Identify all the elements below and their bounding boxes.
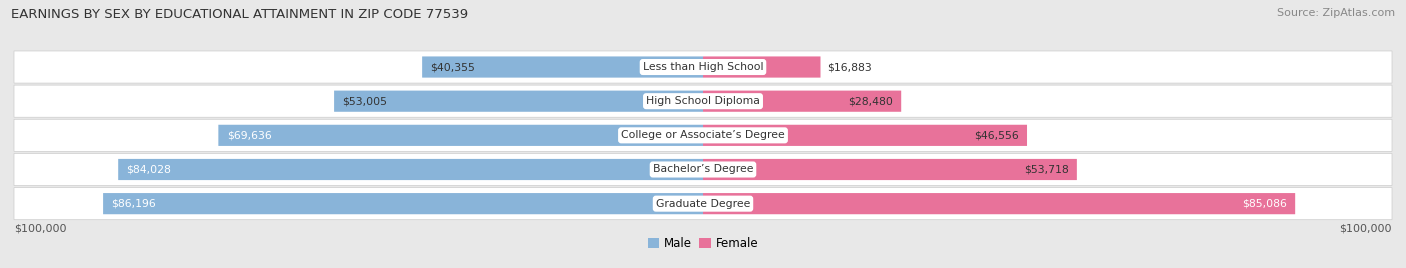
Text: Less than High School: Less than High School bbox=[643, 62, 763, 72]
FancyBboxPatch shape bbox=[422, 57, 703, 78]
FancyBboxPatch shape bbox=[218, 125, 703, 146]
FancyBboxPatch shape bbox=[14, 154, 1392, 185]
FancyBboxPatch shape bbox=[703, 91, 901, 112]
FancyBboxPatch shape bbox=[14, 188, 1392, 220]
Text: $100,000: $100,000 bbox=[14, 223, 66, 233]
Text: $86,196: $86,196 bbox=[111, 199, 156, 209]
Text: $53,005: $53,005 bbox=[343, 96, 388, 106]
FancyBboxPatch shape bbox=[335, 91, 703, 112]
Text: Source: ZipAtlas.com: Source: ZipAtlas.com bbox=[1277, 8, 1395, 18]
Legend: Male, Female: Male, Female bbox=[643, 232, 763, 255]
FancyBboxPatch shape bbox=[118, 159, 703, 180]
Text: Graduate Degree: Graduate Degree bbox=[655, 199, 751, 209]
Text: $85,086: $85,086 bbox=[1241, 199, 1286, 209]
FancyBboxPatch shape bbox=[703, 57, 821, 78]
FancyBboxPatch shape bbox=[14, 51, 1392, 83]
Text: $100,000: $100,000 bbox=[1340, 223, 1392, 233]
Text: EARNINGS BY SEX BY EDUCATIONAL ATTAINMENT IN ZIP CODE 77539: EARNINGS BY SEX BY EDUCATIONAL ATTAINMEN… bbox=[11, 8, 468, 21]
Text: High School Diploma: High School Diploma bbox=[647, 96, 759, 106]
Text: $28,480: $28,480 bbox=[848, 96, 893, 106]
FancyBboxPatch shape bbox=[703, 159, 1077, 180]
Text: College or Associate’s Degree: College or Associate’s Degree bbox=[621, 130, 785, 140]
Text: $53,718: $53,718 bbox=[1024, 165, 1069, 174]
Text: Bachelor’s Degree: Bachelor’s Degree bbox=[652, 165, 754, 174]
FancyBboxPatch shape bbox=[703, 125, 1026, 146]
FancyBboxPatch shape bbox=[14, 85, 1392, 117]
Text: $40,355: $40,355 bbox=[430, 62, 475, 72]
FancyBboxPatch shape bbox=[14, 119, 1392, 151]
FancyBboxPatch shape bbox=[103, 193, 703, 214]
Text: $46,556: $46,556 bbox=[974, 130, 1019, 140]
Text: $16,883: $16,883 bbox=[828, 62, 872, 72]
Text: $69,636: $69,636 bbox=[226, 130, 271, 140]
Text: $84,028: $84,028 bbox=[127, 165, 172, 174]
FancyBboxPatch shape bbox=[703, 193, 1295, 214]
